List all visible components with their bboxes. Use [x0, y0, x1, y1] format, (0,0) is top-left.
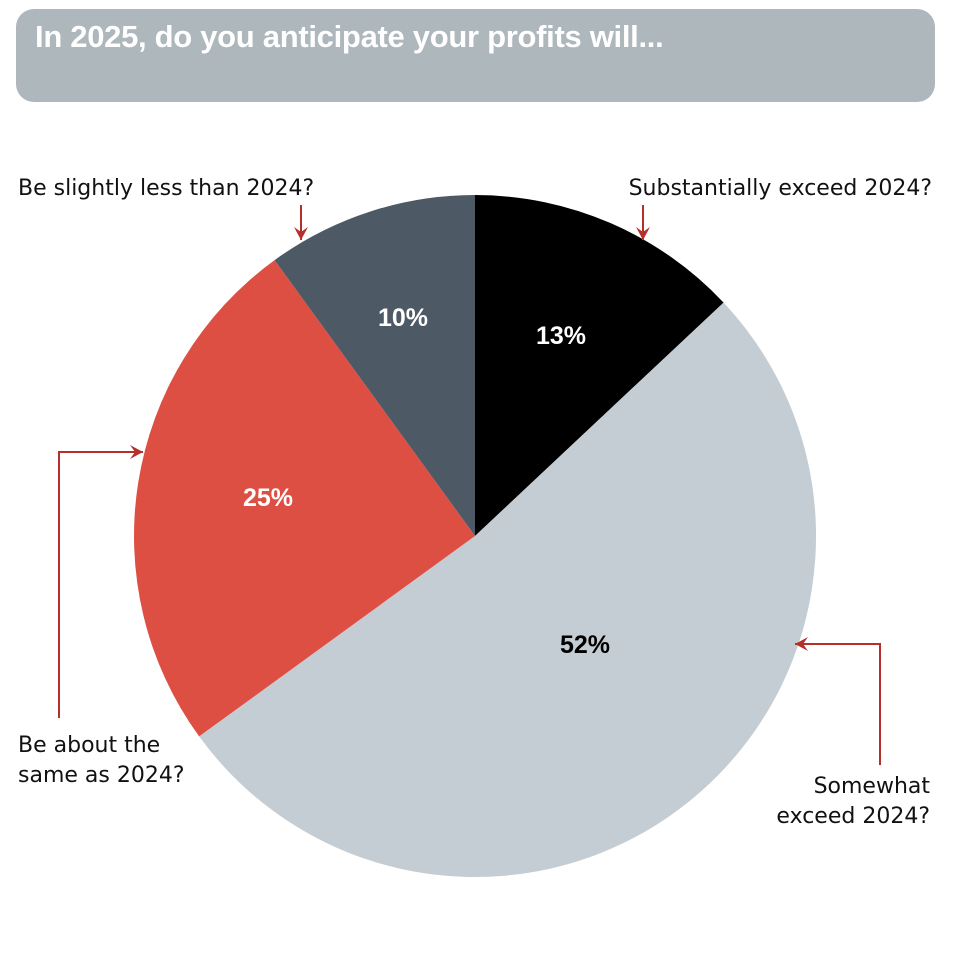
- pie-slice-somewhat-exceed: [199, 302, 817, 878]
- arrowhead-icon: [130, 445, 143, 459]
- callout-label-substantially-exceed: Substantially exceed 2024?: [629, 176, 932, 201]
- pie-slice-substantially-exceed: [475, 195, 724, 536]
- leader-line-slightly-less: [294, 205, 308, 240]
- chart-title: In 2025, do you anticipate your profits …: [35, 19, 664, 54]
- callout-label-somewhat-exceed: Somewhat exceed 2024?: [776, 774, 930, 829]
- leader-line-somewhat-exceed: [795, 637, 881, 765]
- arrowhead-icon: [795, 637, 808, 651]
- pie-slice-slightly-less: [274, 195, 475, 536]
- slice-value-label-about-the-same: 25%: [243, 484, 293, 512]
- slice-value-label-slightly-less: 10%: [378, 304, 428, 332]
- leader-line-about-the-same: [58, 445, 143, 718]
- title-bar: In 2025, do you anticipate your profits …: [16, 9, 935, 102]
- callout-label-slightly-less: Be slightly less than 2024?: [18, 176, 314, 201]
- leader-line-substantially-exceed: [636, 205, 650, 240]
- arrowhead-icon: [636, 227, 650, 240]
- arrowhead-icon: [294, 227, 308, 240]
- slice-value-label-somewhat-exceed: 52%: [560, 631, 610, 659]
- pie-slice-about-the-same: [134, 260, 475, 737]
- callout-leader-lines: [58, 205, 881, 765]
- callout-labels: Substantially exceed 2024? Somewhat exceed…: [18, 176, 932, 829]
- slice-value-label-substantially-exceed: 13%: [536, 322, 586, 350]
- percentage-labels: 13% 52% 25% 10%: [243, 304, 610, 659]
- pie-slices: [134, 195, 817, 878]
- callout-label-about-the-same: Be about the same as 2024?: [18, 733, 185, 788]
